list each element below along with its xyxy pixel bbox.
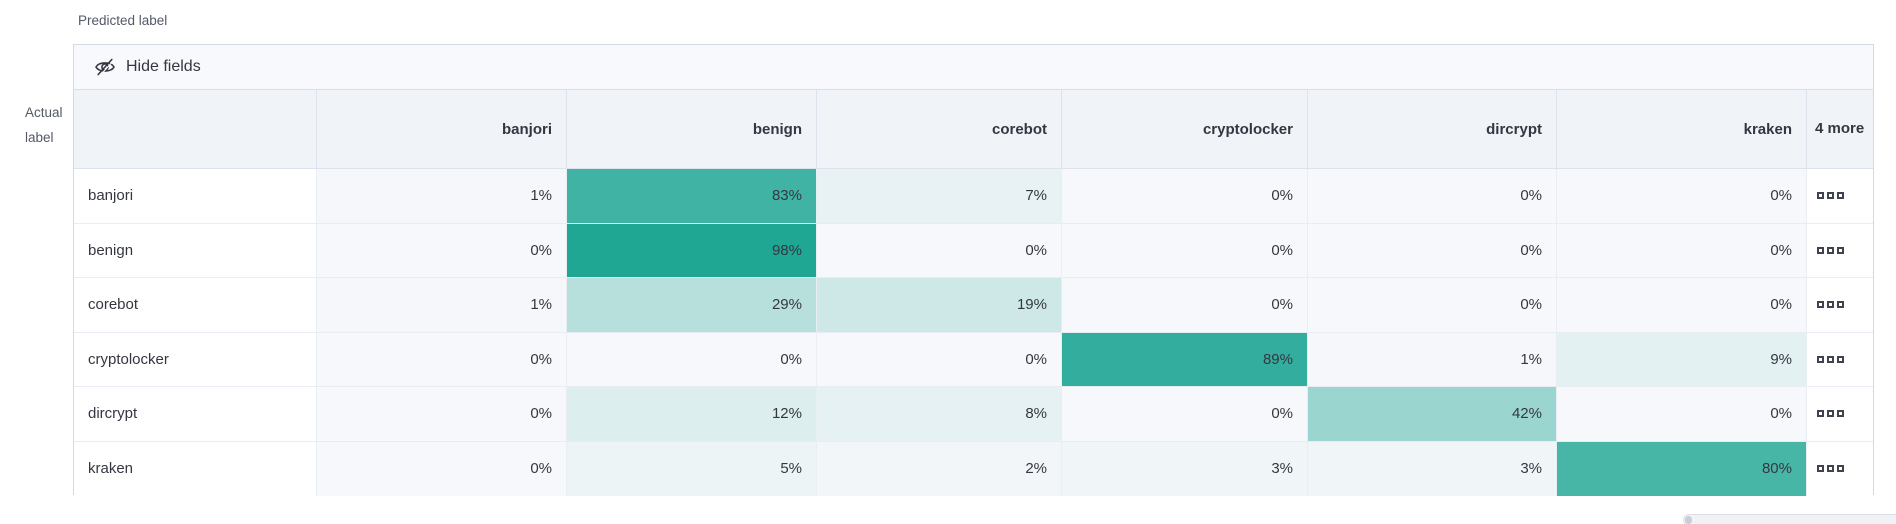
row-label-kraken[interactable]: kraken	[74, 441, 317, 496]
row-label-corebot[interactable]: corebot	[74, 278, 317, 332]
cell-dircrypt-kraken[interactable]: 0%	[1557, 387, 1807, 441]
column-header-cryptolocker[interactable]: cryptolocker	[1062, 90, 1308, 168]
cell-kraken-corebot[interactable]: 2%	[817, 441, 1062, 496]
cell-benign-dircrypt[interactable]: 0%	[1308, 223, 1557, 277]
more-columns-header[interactable]: 4 more	[1815, 120, 1865, 137]
hide-fields-label: Hide fields	[126, 58, 201, 75]
cell-banjori-banjori[interactable]: 1%	[317, 169, 567, 223]
matrix-row-cryptolocker: cryptolocker 0% 0% 0% 89% 1% 9%	[74, 332, 1873, 387]
eye-closed-icon	[94, 56, 116, 78]
cell-banjori-cryptolocker[interactable]: 0%	[1062, 169, 1308, 223]
cell-kraken-banjori[interactable]: 0%	[317, 441, 567, 496]
horizontal-scrollbar[interactable]	[1683, 514, 1896, 524]
cell-benign-kraken[interactable]: 0%	[1557, 223, 1807, 277]
boxes-horizontal-icon[interactable]	[1815, 463, 1846, 474]
box-glyph	[1837, 355, 1844, 363]
boxes-horizontal-icon[interactable]	[1815, 299, 1846, 310]
more-cell-banjori	[1807, 169, 1873, 223]
cell-dircrypt-benign[interactable]: 12%	[567, 387, 817, 441]
matrix-rows: banjori 1% 83% 7% 0% 0% 0% benign 0% 98% 0% 0% 0% 0% c…	[74, 169, 1873, 496]
box-glyph	[1827, 410, 1834, 418]
cell-benign-corebot[interactable]: 0%	[817, 223, 1062, 277]
row-label-banjori[interactable]: banjori	[74, 169, 317, 223]
cell-corebot-dircrypt[interactable]: 0%	[1308, 278, 1557, 332]
cell-banjori-corebot[interactable]: 7%	[817, 169, 1062, 223]
box-glyph	[1817, 355, 1824, 363]
more-cell-kraken	[1807, 441, 1873, 496]
matrix-row-dircrypt: dircrypt 0% 12% 8% 0% 42% 0%	[74, 387, 1873, 442]
cell-banjori-kraken[interactable]: 0%	[1557, 169, 1807, 223]
box-glyph	[1827, 465, 1834, 473]
row-label-cryptolocker[interactable]: cryptolocker	[74, 332, 317, 386]
cell-benign-benign[interactable]: 98%	[567, 223, 817, 277]
cell-cryptolocker-kraken[interactable]: 9%	[1557, 332, 1807, 386]
cell-dircrypt-dircrypt[interactable]: 42%	[1308, 387, 1557, 441]
column-header-corebot[interactable]: corebot	[817, 90, 1062, 168]
boxes-horizontal-icon[interactable]	[1815, 245, 1846, 256]
more-cell-corebot	[1807, 278, 1873, 332]
cell-kraken-dircrypt[interactable]: 3%	[1308, 441, 1557, 496]
row-label-benign[interactable]: benign	[74, 223, 317, 277]
cell-dircrypt-corebot[interactable]: 8%	[817, 387, 1062, 441]
boxes-horizontal-icon[interactable]	[1815, 190, 1846, 201]
box-glyph	[1817, 465, 1824, 473]
cell-kraken-cryptolocker[interactable]: 3%	[1062, 441, 1308, 496]
column-header-banjori[interactable]: banjori	[317, 90, 567, 168]
box-glyph	[1827, 246, 1834, 254]
cell-cryptolocker-dircrypt[interactable]: 1%	[1308, 332, 1557, 386]
box-glyph	[1817, 192, 1824, 200]
cell-dircrypt-cryptolocker[interactable]: 0%	[1062, 387, 1308, 441]
cell-benign-cryptolocker[interactable]: 0%	[1062, 223, 1308, 277]
scrollbar-thumb[interactable]	[1685, 516, 1692, 524]
box-glyph	[1817, 410, 1824, 418]
matrix-row-banjori: banjori 1% 83% 7% 0% 0% 0%	[74, 169, 1873, 224]
boxes-horizontal-icon[interactable]	[1815, 408, 1846, 419]
box-glyph	[1827, 192, 1834, 200]
more-cell-dircrypt	[1807, 387, 1873, 441]
cell-banjori-benign[interactable]: 83%	[567, 169, 817, 223]
cell-cryptolocker-corebot[interactable]: 0%	[817, 332, 1062, 386]
hide-fields-button[interactable]: Hide fields	[86, 52, 209, 82]
cell-benign-banjori[interactable]: 0%	[317, 223, 567, 277]
cell-kraken-benign[interactable]: 5%	[567, 441, 817, 496]
cell-corebot-cryptolocker[interactable]: 0%	[1062, 278, 1308, 332]
box-glyph	[1837, 301, 1844, 309]
row-label-dircrypt[interactable]: dircrypt	[74, 387, 317, 441]
box-glyph	[1817, 301, 1824, 309]
grid-toolbar: Hide fields	[74, 45, 1873, 90]
box-glyph	[1827, 301, 1834, 309]
matrix-row-benign: benign 0% 98% 0% 0% 0% 0%	[74, 223, 1873, 278]
row-label-column-header[interactable]	[74, 90, 317, 168]
column-header-row: banjori benign corebot cryptolocker dircrypt…	[74, 90, 1873, 169]
more-cell-cryptolocker	[1807, 332, 1873, 386]
column-header-dircrypt[interactable]: dircrypt	[1308, 90, 1557, 168]
actual-label: Actual label	[25, 105, 63, 145]
box-glyph	[1837, 192, 1844, 200]
cell-corebot-kraken[interactable]: 0%	[1557, 278, 1807, 332]
cell-cryptolocker-benign[interactable]: 0%	[567, 332, 817, 386]
cell-cryptolocker-cryptolocker[interactable]: 89%	[1062, 332, 1308, 386]
cell-kraken-kraken[interactable]: 80%	[1557, 441, 1807, 496]
more-cell-benign	[1807, 223, 1873, 277]
cell-corebot-benign[interactable]: 29%	[567, 278, 817, 332]
box-glyph	[1837, 246, 1844, 254]
column-header-kraken[interactable]: kraken	[1557, 90, 1807, 168]
cell-corebot-corebot[interactable]: 19%	[817, 278, 1062, 332]
matrix-row-kraken: kraken 0% 5% 2% 3% 3% 80%	[74, 441, 1873, 496]
matrix-row-corebot: corebot 1% 29% 19% 0% 0% 0%	[74, 278, 1873, 333]
box-glyph	[1837, 465, 1844, 473]
box-glyph	[1817, 246, 1824, 254]
column-header-benign[interactable]: benign	[567, 90, 817, 168]
predicted-label: Predicted label	[78, 13, 168, 28]
cell-cryptolocker-banjori[interactable]: 0%	[317, 332, 567, 386]
confusion-matrix-grid: Hide fields banjori benign corebot cryptolo…	[73, 44, 1874, 496]
boxes-horizontal-icon[interactable]	[1815, 354, 1846, 365]
cell-corebot-banjori[interactable]: 1%	[317, 278, 567, 332]
cell-banjori-dircrypt[interactable]: 0%	[1308, 169, 1557, 223]
box-glyph	[1827, 355, 1834, 363]
box-glyph	[1837, 410, 1844, 418]
cell-dircrypt-banjori[interactable]: 0%	[317, 387, 567, 441]
